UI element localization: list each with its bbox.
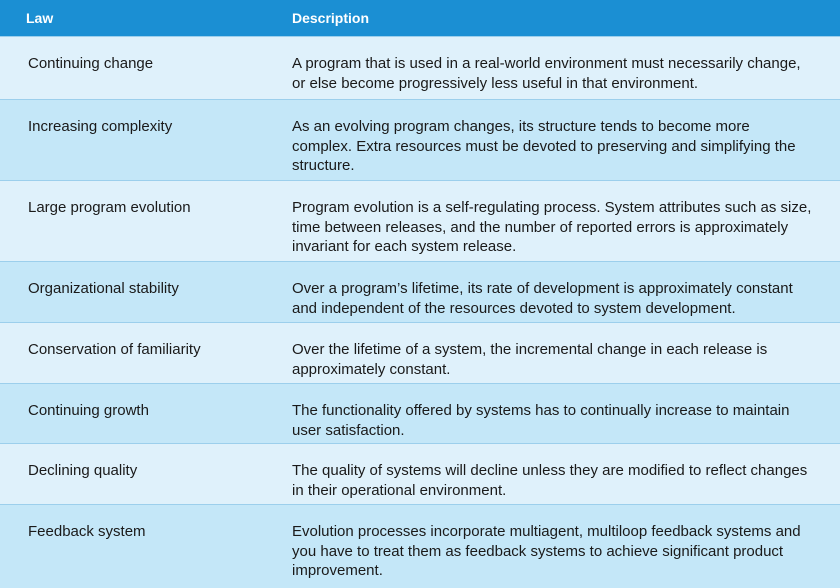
description-cell: Program evolution is a self-regulating p… bbox=[292, 199, 812, 255]
law-cell: Continuing growth bbox=[28, 402, 149, 419]
law-cell: Feedback system bbox=[28, 523, 146, 540]
table-row: Feedback system Evolution processes inco… bbox=[0, 504, 840, 588]
law-cell: Increasing complexity bbox=[28, 118, 173, 135]
law-cell: Conservation of familiarity bbox=[28, 341, 201, 358]
table-row: Conservation of familiarity Over the lif… bbox=[0, 322, 840, 383]
description-cell: A program that is used in a real-world e… bbox=[292, 55, 801, 92]
table-row: Continuing growth The functionality offe… bbox=[0, 383, 840, 443]
description-cell: Over the lifetime of a system, the incre… bbox=[292, 341, 768, 378]
header-law: Law bbox=[26, 10, 54, 26]
table-row: Increasing complexity As an evolving pro… bbox=[0, 99, 840, 180]
header-description: Description bbox=[292, 10, 370, 26]
table-row: Declining quality The quality of systems… bbox=[0, 443, 840, 504]
law-cell: Declining quality bbox=[28, 462, 138, 479]
law-cell: Continuing change bbox=[28, 55, 154, 72]
description-cell: Over a program’s lifetime, its rate of d… bbox=[292, 280, 793, 317]
table-header: Law Description bbox=[0, 0, 840, 36]
table-row: Organizational stability Over a program’… bbox=[0, 261, 840, 322]
law-cell: Organizational stability bbox=[28, 280, 179, 297]
law-cell: Large program evolution bbox=[28, 199, 191, 216]
description-cell: As an evolving program changes, its stru… bbox=[292, 118, 796, 174]
table-row: Large program evolution Program evolutio… bbox=[0, 180, 840, 261]
table-row: Continuing change A program that is used… bbox=[0, 36, 840, 99]
description-cell: The quality of systems will decline unle… bbox=[292, 462, 808, 499]
description-cell: The functionality offered by systems has… bbox=[292, 402, 790, 439]
description-cell: Evolution processes incorporate multiage… bbox=[292, 523, 801, 579]
